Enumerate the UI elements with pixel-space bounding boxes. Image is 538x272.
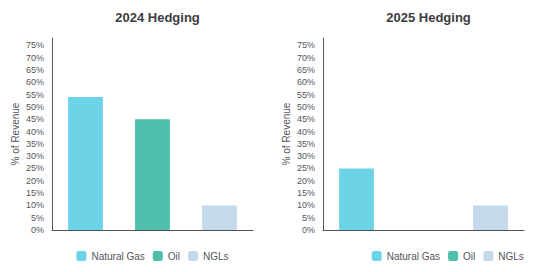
svg-text:70%: 70%: [26, 53, 44, 63]
svg-text:20%: 20%: [26, 176, 44, 186]
svg-text:% of Revenue: % of Revenue: [281, 102, 292, 165]
svg-text:10%: 10%: [297, 200, 315, 210]
svg-text:35%: 35%: [26, 139, 44, 149]
svg-text:2025 Hedging: 2025 Hedging: [386, 10, 471, 25]
svg-text:55%: 55%: [297, 90, 315, 100]
svg-text:50%: 50%: [26, 102, 44, 112]
svg-text:35%: 35%: [297, 139, 315, 149]
svg-text:65%: 65%: [297, 65, 315, 75]
svg-text:70%: 70%: [297, 53, 315, 63]
svg-text:15%: 15%: [26, 188, 44, 198]
svg-text:% of Revenue: % of Revenue: [10, 102, 21, 165]
svg-text:40%: 40%: [26, 127, 44, 137]
svg-text:2024 Hedging: 2024 Hedging: [115, 10, 200, 25]
svg-text:40%: 40%: [297, 127, 315, 137]
svg-text:30%: 30%: [297, 151, 315, 161]
svg-text:25%: 25%: [26, 163, 44, 173]
svg-text:45%: 45%: [26, 114, 44, 124]
svg-text:0%: 0%: [31, 225, 44, 235]
svg-text:Natural Gas: Natural Gas: [387, 251, 440, 262]
svg-text:Oil: Oil: [168, 251, 180, 262]
svg-text:25%: 25%: [297, 163, 315, 173]
svg-text:60%: 60%: [26, 77, 44, 87]
svg-text:30%: 30%: [26, 151, 44, 161]
svg-text:55%: 55%: [26, 90, 44, 100]
svg-text:0%: 0%: [302, 225, 315, 235]
svg-text:45%: 45%: [297, 114, 315, 124]
svg-text:65%: 65%: [26, 65, 44, 75]
svg-text:Oil: Oil: [463, 251, 475, 262]
svg-text:75%: 75%: [297, 40, 315, 50]
svg-text:10%: 10%: [26, 200, 44, 210]
svg-text:Natural Gas: Natural Gas: [91, 251, 144, 262]
svg-text:60%: 60%: [297, 77, 315, 87]
svg-text:5%: 5%: [302, 213, 315, 223]
svg-text:5%: 5%: [31, 213, 44, 223]
svg-text:15%: 15%: [297, 188, 315, 198]
svg-text:75%: 75%: [26, 40, 44, 50]
svg-text:NGLs: NGLs: [203, 251, 229, 262]
svg-text:NGLs: NGLs: [498, 251, 524, 262]
svg-text:20%: 20%: [297, 176, 315, 186]
svg-text:50%: 50%: [297, 102, 315, 112]
